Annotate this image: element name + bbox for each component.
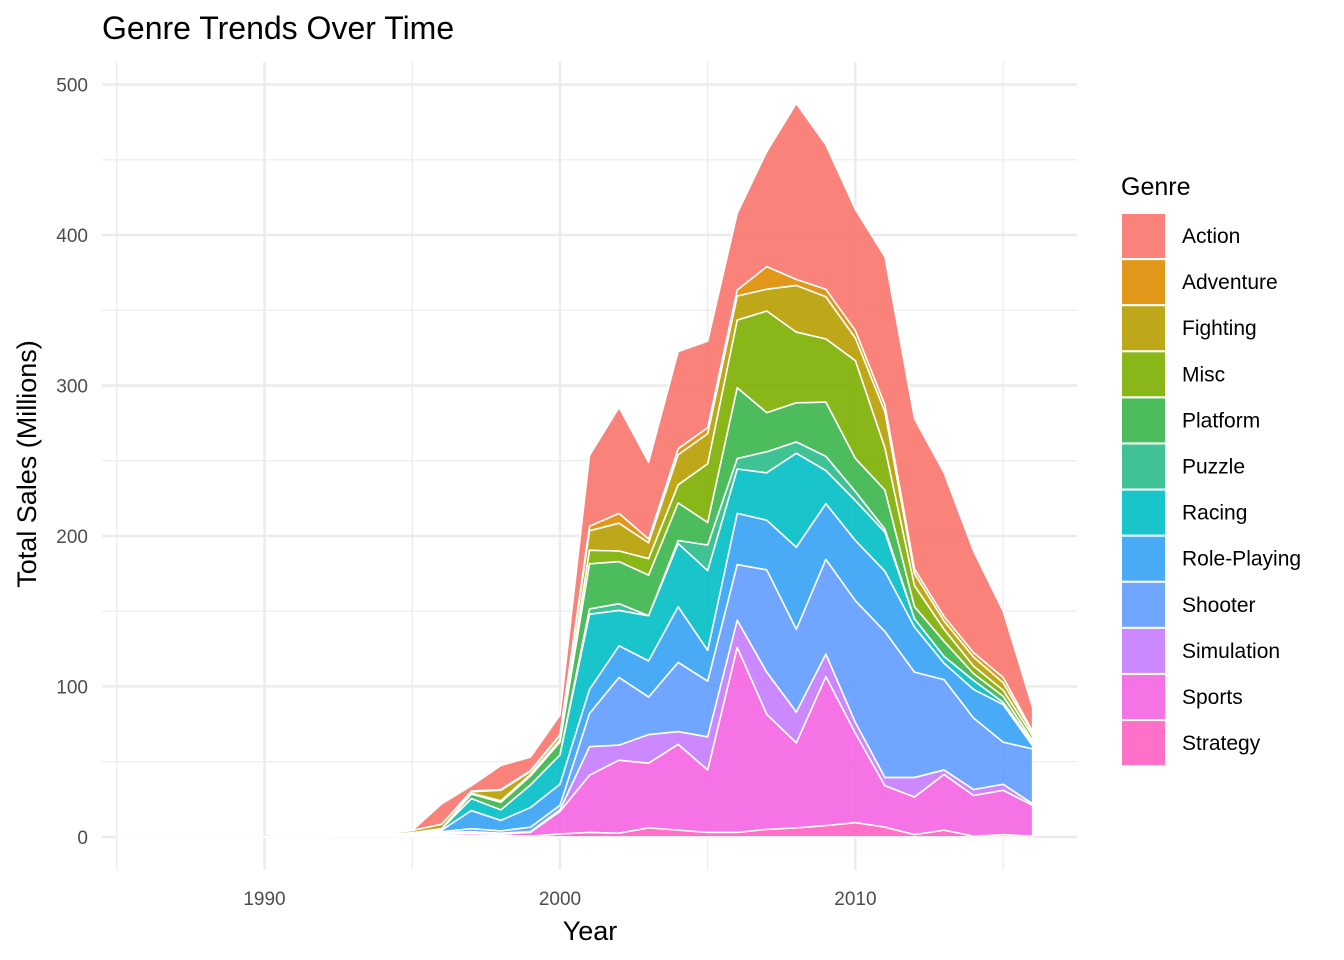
legend-key-puzzle — [1122, 444, 1165, 489]
legend-label: Simulation — [1182, 640, 1280, 663]
legend-key-role-playing — [1122, 536, 1165, 581]
legend-key-sports — [1122, 675, 1165, 719]
legend-key-adventure — [1122, 260, 1165, 305]
y-tick-label: 500 — [56, 76, 88, 97]
y-tick-label: 300 — [56, 377, 88, 398]
y-tick-label: 200 — [56, 527, 88, 548]
legend-key-strategy — [1122, 721, 1165, 766]
legend-label: Action — [1182, 225, 1240, 248]
area-series-layer — [115, 102, 1034, 838]
legend-key-shooter — [1122, 582, 1165, 627]
legend-label: Sports — [1182, 686, 1243, 709]
x-axis-title: Year — [563, 916, 618, 946]
y-tick-label: 400 — [56, 226, 88, 247]
legend: Genre Action Adventure Fighting Misc Platfor… — [1121, 173, 1301, 766]
y-tick-label: 0 — [77, 828, 88, 849]
y-tick-label: 100 — [56, 677, 88, 698]
legend-label: Role-Playing — [1182, 548, 1301, 571]
axis-ticks: 0 100 200 300 400 500 1990 2000 2010 — [56, 76, 876, 910]
legend-title: Genre — [1121, 173, 1190, 201]
legend-label: Platform — [1182, 409, 1260, 432]
x-tick-label: 2010 — [834, 889, 876, 910]
legend-label: Racing — [1182, 502, 1247, 525]
legend-key-simulation — [1122, 628, 1165, 673]
legend-label: Misc — [1182, 363, 1225, 386]
chart-title: Genre Trends Over Time — [102, 10, 454, 46]
legend-label: Strategy — [1182, 732, 1261, 755]
x-tick-label: 1990 — [243, 889, 285, 910]
area-action — [115, 102, 1034, 838]
legend-label: Fighting — [1182, 317, 1257, 340]
legend-key-platform — [1122, 398, 1165, 443]
legend-key-racing — [1122, 490, 1165, 535]
legend-key-misc — [1122, 352, 1165, 397]
legend-key-fighting — [1122, 306, 1165, 351]
y-axis-title: Total Sales (Millions) — [12, 340, 42, 588]
legend-label: Shooter — [1182, 594, 1256, 617]
legend-label: Puzzle — [1182, 456, 1245, 479]
legend-label: Adventure — [1182, 271, 1278, 294]
legend-key-action — [1122, 214, 1165, 258]
x-tick-label: 2000 — [539, 889, 581, 910]
